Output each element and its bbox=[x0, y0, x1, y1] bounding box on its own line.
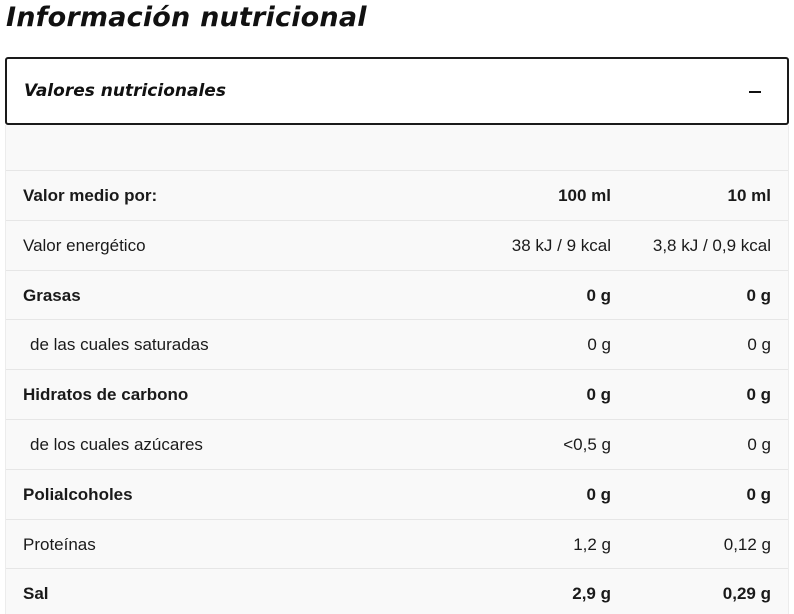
row-value-100ml: 1,2 g bbox=[573, 534, 611, 554]
row-label: Polialcoholes bbox=[23, 484, 133, 504]
row-value-10ml: 0 g bbox=[747, 335, 771, 355]
table-row: Hidratos de carbono 0 g 0 g bbox=[6, 370, 788, 420]
row-value-100ml: 0 g bbox=[586, 285, 611, 305]
table-header-row: Valor medio por: 100 ml 10 ml bbox=[6, 171, 788, 221]
header-label: Valor medio por: bbox=[23, 186, 158, 205]
table-row: Valor energético 38 kJ / 9 kcal 3,8 kJ /… bbox=[6, 221, 788, 271]
row-value-10ml: 0 g bbox=[746, 285, 771, 305]
row-value-100ml: 0 g bbox=[586, 385, 611, 405]
table-row: Polialcoholes 0 g 0 g bbox=[6, 470, 788, 520]
row-label: de los cuales azúcares bbox=[30, 434, 203, 454]
row-label: Sal bbox=[23, 584, 49, 604]
table-row: Grasas 0 g 0 g bbox=[6, 271, 788, 321]
table-row: Sal 2,9 g 0,29 g bbox=[6, 569, 788, 614]
row-value-10ml: 0 g bbox=[747, 434, 771, 454]
row-value-100ml: 0 g bbox=[586, 484, 611, 504]
minus-icon[interactable] bbox=[749, 91, 761, 93]
row-value-100ml: 2,9 g bbox=[572, 584, 611, 604]
row-value-10ml: 3,8 kJ / 0,9 kcal bbox=[652, 235, 771, 255]
nutrition-accordion-header[interactable]: Valores nutricionales bbox=[5, 57, 789, 125]
row-value-100ml: 38 kJ / 9 kcal bbox=[511, 235, 611, 255]
row-label: de las cuales saturadas bbox=[30, 335, 209, 355]
row-value-10ml: 0,29 g bbox=[722, 584, 771, 604]
row-value-100ml: <0,5 g bbox=[563, 434, 611, 454]
header-col-10ml: 10 ml bbox=[727, 186, 771, 205]
row-label: Grasas bbox=[23, 285, 81, 305]
table-row: Proteínas 1,2 g 0,12 g bbox=[6, 520, 788, 570]
row-value-10ml: 0 g bbox=[746, 385, 771, 405]
header-col-100ml: 100 ml bbox=[558, 186, 611, 205]
row-label: Hidratos de carbono bbox=[23, 385, 189, 405]
row-label: Proteínas bbox=[23, 534, 96, 554]
row-value-10ml: 0 g bbox=[746, 484, 771, 504]
table-spacer bbox=[6, 125, 788, 171]
row-label: Valor energético bbox=[23, 235, 146, 255]
nutrition-table: Valor medio por: 100 ml 10 ml Valor ener… bbox=[5, 125, 789, 614]
page-title: Información nutricional bbox=[6, 2, 367, 33]
row-value-10ml: 0,12 g bbox=[723, 534, 771, 554]
table-row: de las cuales saturadas 0 g 0 g bbox=[6, 320, 788, 371]
accordion-title: Valores nutricionales bbox=[24, 81, 226, 101]
row-value-100ml: 0 g bbox=[587, 335, 611, 355]
table-row: de los cuales azúcares <0,5 g 0 g bbox=[6, 420, 788, 470]
